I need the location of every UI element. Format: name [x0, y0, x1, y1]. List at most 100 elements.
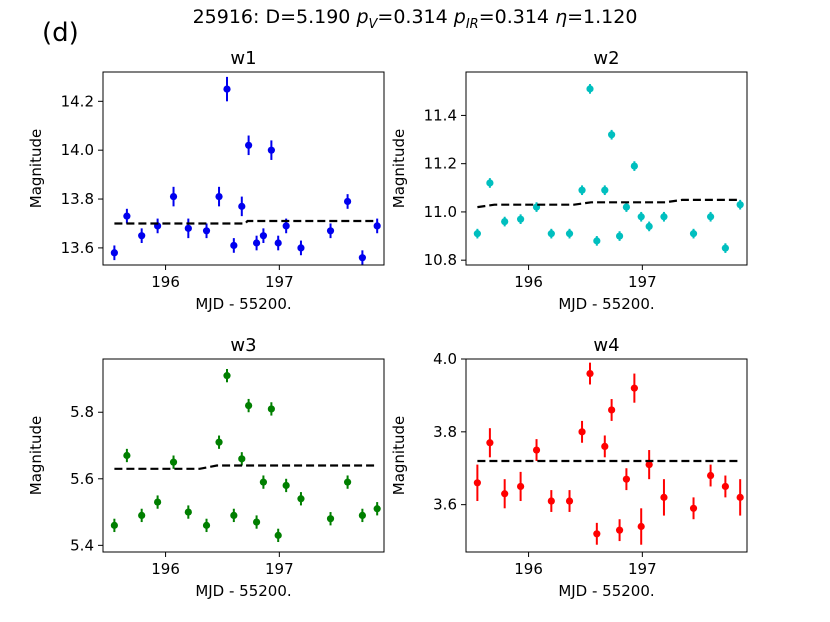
data-point [622, 475, 631, 483]
x-tick-label: 196 [514, 560, 543, 578]
data-point [230, 241, 238, 250]
data-point [267, 146, 275, 154]
plot-title-w4: w4 [593, 335, 619, 356]
y-tick-label: 14.0 [61, 141, 94, 159]
data-point [215, 438, 223, 446]
data-point [565, 497, 574, 505]
axes-frame [102, 358, 385, 553]
x-axis-label: MJD - 55200. [558, 295, 654, 313]
panel-label: (d) [42, 18, 79, 48]
data-point [326, 515, 335, 523]
data-point [547, 230, 555, 238]
data-point [736, 201, 744, 209]
x-tick-label: 197 [628, 560, 657, 578]
data-point [486, 439, 494, 447]
data-point [282, 222, 290, 230]
data-point [593, 237, 601, 245]
data-point [586, 369, 594, 378]
data-point [486, 179, 494, 187]
x-tick-label: 196 [151, 560, 180, 578]
data-point [645, 222, 653, 230]
data-point [202, 227, 211, 235]
data-point [615, 232, 624, 240]
data-point [259, 478, 268, 486]
x-tick-label: 197 [628, 273, 657, 291]
data-point [373, 505, 381, 513]
x-tick-label: 196 [514, 273, 543, 291]
axes-frame [465, 71, 748, 266]
data-point [578, 186, 586, 194]
title-lead: 25916: D=5.190 [192, 6, 357, 28]
plot-title-w3: w3 [230, 335, 256, 356]
data-point [721, 244, 729, 252]
y-tick-label: 11.0 [424, 203, 457, 221]
y-tick-label: 11.2 [424, 155, 457, 173]
data-point [358, 254, 366, 262]
data-point [267, 405, 275, 413]
data-point [586, 85, 594, 93]
model-line [114, 219, 378, 225]
data-point [252, 239, 261, 247]
data-point [252, 518, 261, 526]
data-point [501, 490, 509, 498]
data-point [110, 249, 118, 257]
y-axis-label: Magnitude [390, 129, 408, 208]
y-tick-label: 3.8 [433, 423, 457, 441]
y-axis-label: Magnitude [27, 129, 45, 208]
y-tick-label: 5.4 [70, 536, 94, 554]
title-pv-value: =0.314 [377, 6, 454, 28]
data-point [259, 232, 268, 240]
title-eta-value: =1.120 [567, 6, 638, 28]
data-point [660, 493, 668, 501]
data-point [517, 482, 525, 491]
plot-w4: w4 196 197 3.6 3.8 4.0 MJD - 55200. Magnitude [390, 335, 748, 600]
x-axis-label: MJD - 55200. [195, 295, 291, 313]
y-tick-label: 10.8 [424, 251, 457, 269]
data-point [223, 85, 231, 93]
data-point [326, 227, 335, 235]
data-point [608, 131, 616, 139]
data-point [637, 213, 645, 221]
y-tick-label: 5.6 [70, 470, 94, 488]
data-point [274, 531, 282, 539]
data-point [238, 455, 246, 463]
x-axis-label: MJD - 55200. [195, 582, 291, 600]
data-point [473, 479, 481, 487]
data-point [565, 230, 574, 238]
data-point [297, 495, 305, 503]
title-pir-value: =0.314 [478, 6, 556, 28]
data-point [578, 428, 586, 436]
title-pir-subscript: IR [465, 16, 479, 32]
y-tick-label: 13.6 [61, 239, 94, 257]
data-point [373, 222, 381, 230]
x-tick-label: 197 [265, 273, 294, 291]
data-point [297, 244, 305, 252]
data-point [608, 406, 616, 414]
data-point [622, 203, 631, 211]
data-point [660, 213, 668, 221]
plot-w3: w3 196 197 5.4 5.6 5.8 MJD - 55200. Magnitude [27, 335, 385, 600]
data-point [615, 526, 624, 534]
figure-title: 25916: D=5.190 pV=0.314 pIR=0.314 η=1.12… [0, 6, 830, 32]
data-point [736, 493, 744, 501]
data-point [230, 511, 238, 519]
data-point [343, 478, 352, 486]
plot-w1: w1 196 197 13.6 13.8 14.0 14.2 MJD - 55200. Magn… [27, 48, 385, 313]
data-point [184, 508, 192, 516]
data-point [138, 232, 146, 240]
data-point [154, 498, 162, 506]
data-point [706, 213, 715, 221]
data-point [358, 511, 366, 519]
data-point [721, 482, 729, 491]
x-axis-label: MJD - 55200. [558, 582, 654, 600]
data-point [238, 202, 246, 210]
model-line [477, 198, 741, 209]
data-point [123, 212, 131, 220]
plot-w2: w2 196 197 10.8 11.0 11.2 11.4 MJD - 55200. Magn… [390, 48, 748, 313]
data-point [501, 217, 509, 226]
y-tick-label: 13.8 [61, 190, 94, 208]
y-axis-label: Magnitude [390, 416, 408, 495]
model-line [114, 464, 378, 470]
data-point [517, 215, 525, 223]
